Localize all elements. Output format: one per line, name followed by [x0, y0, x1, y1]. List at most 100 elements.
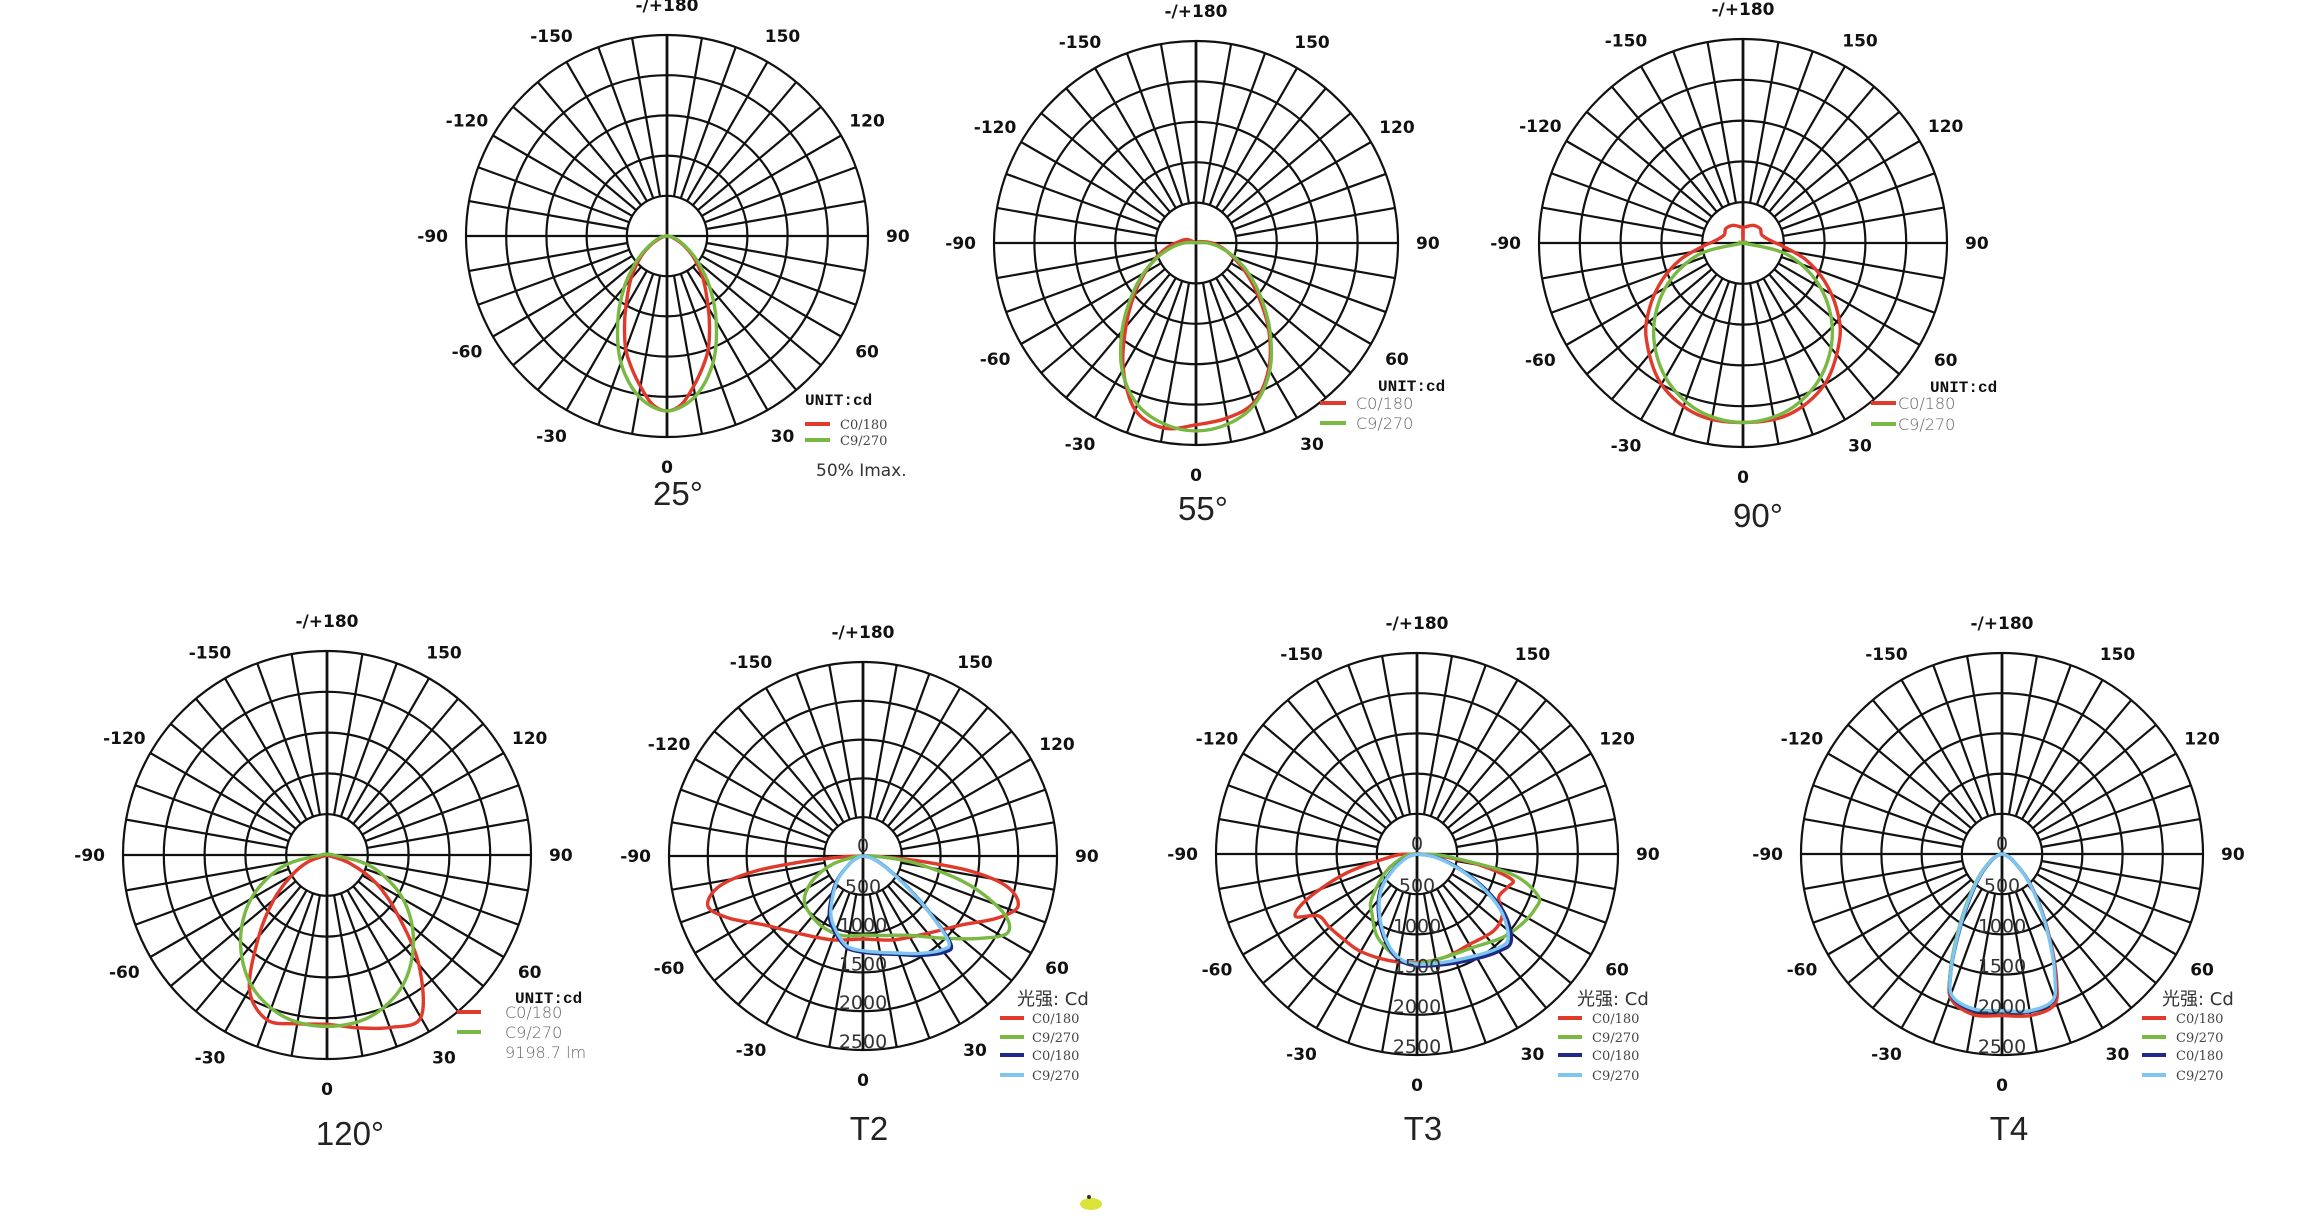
grid-spoke [1871, 884, 1978, 1009]
grid-spoke [1221, 87, 1327, 213]
angle-tick-label: 60 [1385, 350, 1409, 370]
grid-spoke [1768, 273, 1875, 400]
legend-label: C0/180 [1592, 1049, 1639, 1064]
grid-spoke [339, 892, 398, 1048]
angle-tick-label: 120 [1379, 118, 1415, 138]
polar-chart-1: -/+180 -150 150 -120 120 -90 90 -60 60 -30 30 0 55° U… [945, 2, 1445, 527]
grid-spoke [795, 673, 851, 820]
grid-spoke [1094, 67, 1177, 209]
yellow-blob-mark [1080, 1195, 1102, 1210]
grid-spoke [2041, 818, 2201, 849]
unit-label: UNIT:cd [1930, 379, 1997, 397]
grid-spoke [1749, 41, 1780, 204]
unit-label: UNIT:cd [515, 990, 582, 1008]
grid-spoke [1672, 280, 1731, 436]
polar-grid [1537, 37, 1949, 449]
grid-spoke [1005, 172, 1159, 231]
grid-spoke [2007, 655, 2038, 815]
radial-tick-label: 2500 [1978, 1036, 2026, 1058]
grid-spoke [1040, 112, 1166, 218]
angle-tick-label: -30 [1611, 437, 1642, 457]
grid-spoke [1541, 249, 1704, 280]
grid-spoke [1218, 818, 1378, 849]
angle-tick-label: -30 [1286, 1045, 1317, 1065]
grid-spoke [1932, 664, 1990, 817]
angle-tick-label: 30 [771, 427, 795, 447]
legend-label: C9/270 [1356, 414, 1413, 433]
grid-spoke [2041, 859, 2201, 890]
angle-tick-label: -150 [189, 643, 232, 663]
grid-spoke [1762, 65, 1846, 209]
grid-spoke [149, 752, 293, 836]
grid-spoke [671, 861, 825, 891]
angle-tick-label: 120 [1599, 730, 1635, 750]
angle-tick-label: -90 [417, 227, 448, 247]
legend-label: C9/270 [1592, 1069, 1639, 1084]
angle-tick-label: 0 [321, 1080, 333, 1100]
series-curve-C0-180-0 [247, 852, 426, 1031]
angle-tick-label: 0 [1411, 1076, 1423, 1096]
grid-spoke [352, 885, 459, 1012]
angle-tick-label: 30 [1848, 437, 1872, 457]
grid-spoke [565, 270, 648, 411]
grid-spoke [346, 889, 430, 1033]
grid-spoke [1755, 50, 1814, 206]
grid-spoke [1262, 723, 1387, 830]
grid-spoke [170, 723, 297, 830]
grid-spoke [134, 867, 290, 926]
grid-spoke [1381, 893, 1412, 1053]
grid-spoke [1005, 255, 1159, 314]
grid-spoke [899, 788, 1046, 844]
legend-label: C0/180 [1032, 1012, 1079, 1027]
angle-tick-label: 0 [1996, 1076, 2008, 1096]
grid-spoke [2039, 866, 2192, 924]
grid-spoke [364, 784, 520, 843]
grid-spoke [224, 677, 308, 821]
grid-spoke [361, 874, 505, 958]
chart-note: 9198.7 lm [505, 1043, 586, 1062]
angle-tick-label: -90 [620, 847, 651, 867]
grid-spoke [492, 134, 633, 217]
grid-spoke [996, 248, 1157, 280]
grid-spoke [195, 698, 302, 825]
polar-grid [464, 33, 870, 439]
angle-tick-label: -120 [648, 735, 691, 755]
radial-tick-label: 500 [845, 876, 881, 898]
grid-spoke [868, 894, 898, 1048]
grid-spoke [1640, 65, 1724, 209]
grid-spoke [333, 653, 364, 816]
grid-spoke [364, 867, 520, 926]
grid-spoke [1900, 888, 1983, 1029]
grid-spoke [1315, 679, 1398, 820]
angle-tick-label: 30 [1300, 435, 1324, 455]
grid-spoke [896, 874, 1032, 954]
grid-spoke [2021, 888, 2104, 1029]
grid-spoke [875, 673, 931, 820]
grid-spoke [892, 730, 1013, 832]
angle-tick-label: 60 [518, 963, 542, 983]
angle-tick-label: 90 [1965, 234, 1989, 254]
grid-spoke [149, 874, 293, 958]
grid-spoke [828, 894, 858, 1048]
angle-tick-label: -90 [945, 234, 976, 254]
angle-tick-label: -/+180 [1971, 614, 2034, 634]
grid-spoke [1780, 255, 1936, 314]
angle-tick-label: 90 [2221, 845, 2245, 865]
grid-spoke [1611, 86, 1718, 213]
grid-spoke [1230, 262, 1372, 345]
grid-spoke [1125, 280, 1184, 434]
grid-spoke [1454, 784, 1607, 842]
grid-spoke [339, 662, 398, 818]
radial-tick-label: 1500 [839, 953, 887, 975]
angle-tick-label: 150 [2100, 645, 2136, 665]
grid-spoke [686, 270, 769, 411]
grid-spoke [2036, 873, 2177, 956]
grid-spoke [1159, 43, 1191, 204]
angle-tick-label: -150 [1605, 31, 1648, 51]
grid-spoke [352, 698, 459, 825]
legend-label: C0/180 [840, 418, 887, 433]
radial-tick-label: 2500 [839, 1031, 887, 1053]
unit-label: UNIT:cd [1378, 378, 1445, 396]
grid-spoke [1020, 141, 1162, 224]
